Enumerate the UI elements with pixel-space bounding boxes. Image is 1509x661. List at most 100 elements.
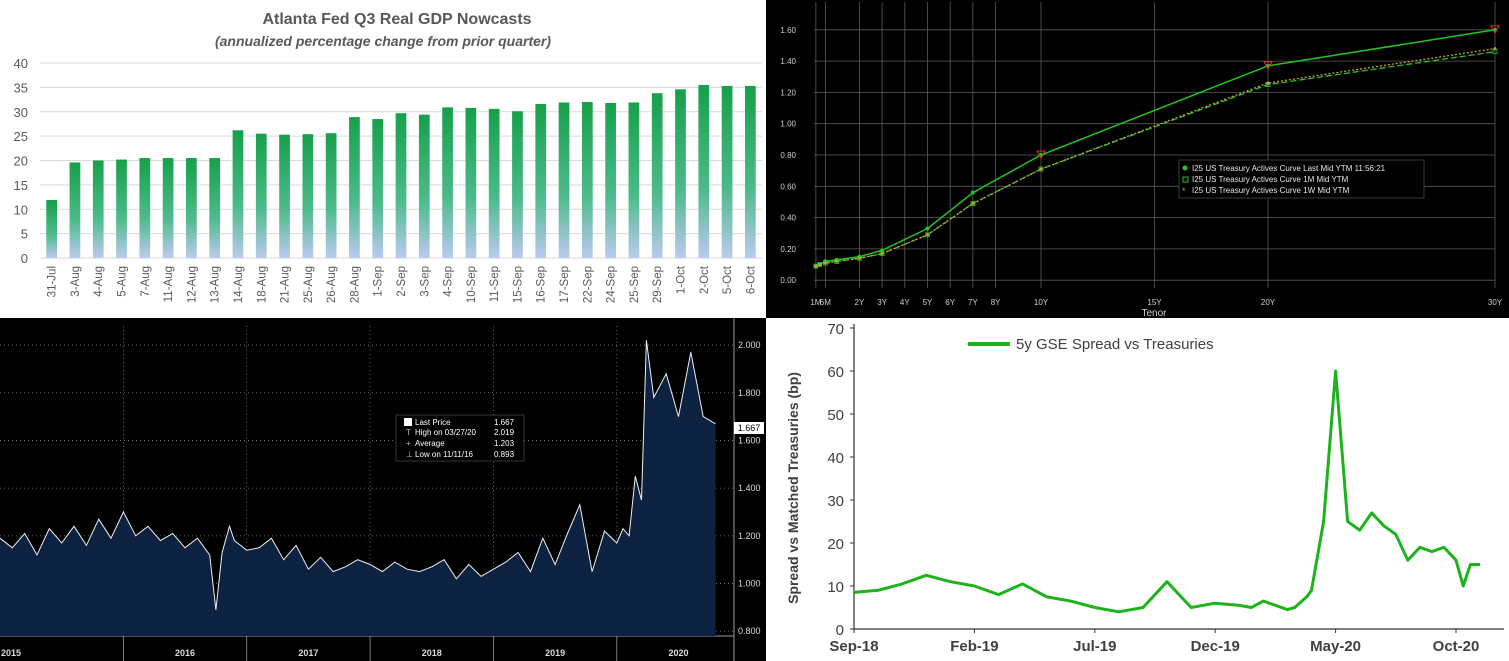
spread-line [853, 369, 1481, 614]
legend-label: Low on 11/11/16 [415, 450, 474, 459]
x-tick-label: 26-Aug [326, 266, 338, 303]
x-tick-label: 2019 [545, 648, 565, 658]
x-axis-title: Tenor [1141, 308, 1167, 318]
price-line [0, 340, 716, 610]
last-marker [1036, 150, 1046, 160]
data-point [1039, 167, 1043, 171]
y-tick-label: 1.000 [738, 579, 761, 589]
x-tick-label: 10-Sep [466, 266, 478, 303]
y-tick-label: 0 [836, 622, 844, 639]
x-axis-ticks: Sep-18 Feb-19 Jul-19 Dec-19 May-20 Oct-20 [829, 629, 1479, 655]
price-area [0, 340, 716, 636]
x-tick-label: 29-Sep [652, 266, 664, 303]
y-tick-label: 0.80 [780, 151, 796, 160]
y-tick-label: 40 [827, 450, 844, 467]
y-tick-label: 1.20 [780, 88, 796, 97]
y-tick-label: 0 [21, 251, 28, 266]
last-marker [1490, 25, 1500, 34]
data-point [835, 259, 839, 263]
x-tick-label: 8Y [991, 298, 1001, 307]
x-tick-label: 15Y [1147, 298, 1162, 307]
curve-lines [813, 25, 1500, 269]
bar [349, 117, 360, 258]
legend-item: I25 US Treasury Actives Curve 1M Mid YTM [1192, 175, 1349, 184]
legend: 5y GSE Spread vs Treasuries [968, 336, 1214, 353]
y-tick-label: 25 [14, 129, 28, 144]
x-tick-label: 6M [820, 298, 831, 307]
x-axis-ticks: 2015 2016 2017 2018 2019 2020 [1, 636, 689, 661]
gse-spread-chart: 0 10 20 30 40 50 60 70 Sep-18 Feb-19 Jul-19 Dec-19… [766, 318, 1509, 661]
bar [698, 84, 710, 258]
legend-label: 5y GSE Spread vs Treasuries [1016, 336, 1214, 353]
svg-text:T: T [406, 428, 411, 437]
series-line [815, 47, 1496, 267]
x-tick-label: 11-Sep [489, 266, 501, 302]
y-tick-label: 35 [14, 80, 28, 95]
y-tick-label: 1.60 [780, 26, 796, 35]
y-tick-label: 60 [827, 364, 844, 381]
legend-value: 0.893 [494, 450, 515, 459]
x-tick-label: Dec-19 [1191, 638, 1240, 655]
bar [279, 134, 290, 258]
y-tick-label: 2.000 [738, 340, 761, 350]
x-tick-label: 15-Sep [512, 266, 524, 303]
gse-spread-svg: 0 10 20 30 40 50 60 70 Sep-18 Feb-19 Jul-19 Dec-19… [785, 321, 1504, 655]
bar [255, 133, 267, 258]
x-tick-label: 31-Jul [47, 266, 59, 297]
legend-label: Average [415, 439, 445, 448]
bar [395, 113, 407, 259]
series-line [815, 29, 1496, 267]
x-tick-label: Feb-19 [950, 638, 998, 655]
x-tick-label: 2-Sep [396, 266, 408, 297]
last-price-tag: 1.667 [734, 422, 764, 434]
x-tick-label: Oct-20 [1433, 638, 1480, 655]
x-tick-label: Jul-19 [1073, 638, 1116, 655]
y-tick-label: 15 [14, 178, 28, 193]
bar [675, 89, 686, 258]
x-tick-label: 6-Oct [745, 265, 757, 294]
y-tick-label: 10 [827, 579, 844, 596]
bar [92, 160, 104, 258]
y-axis-ticks: 0 5 10 15 20 25 30 35 40 [14, 56, 28, 266]
y-tick-label: 0.60 [780, 182, 796, 191]
y-tick-label: 50 [827, 407, 844, 424]
y-tick-label: 1.600 [738, 435, 761, 445]
data-point [925, 226, 930, 231]
bar [535, 103, 547, 258]
legend-label: High on 03/27/20 [415, 428, 476, 437]
y-tick-label: 1.40 [780, 57, 796, 66]
bar [69, 162, 81, 258]
x-tick-label: 2018 [422, 648, 442, 658]
x-tick-label: 30Y [1488, 298, 1503, 307]
x-tick-label: 16-Sep [536, 266, 548, 303]
x-tick-label: 21-Aug [280, 266, 292, 303]
spread-series-line [853, 369, 1481, 614]
x-tick-label: 2017 [298, 648, 318, 658]
x-tick-label: 1-Oct [675, 265, 687, 294]
chart-title: Atlanta Fed Q3 Real GDP Nowcasts [262, 11, 531, 28]
last-marker [1263, 61, 1273, 70]
y-axis-ticks: 0.00 0.20 0.40 0.60 0.80 1.00 1.20 1.40 1.60 [780, 26, 796, 285]
y-axis-ticks: 0 10 20 30 40 50 60 70 [827, 321, 854, 639]
bar [325, 133, 337, 258]
bar [372, 119, 384, 258]
x-tick-label: 25-Aug [303, 266, 315, 303]
price-history-chart: 0.800 1.000 1.200 1.400 1.600 1.800 2.000 2015… [0, 318, 766, 661]
y-tick-label: 1.00 [780, 120, 796, 129]
bar [465, 107, 477, 258]
x-tick-label: 17-Sep [559, 266, 571, 303]
x-tick-label: 1M [810, 298, 821, 307]
bar [418, 114, 430, 258]
legend-label: Last Price [415, 418, 451, 427]
y-tick-label: 1.400 [738, 483, 761, 493]
x-tick-label: 13-Aug [210, 266, 222, 303]
bar [581, 102, 593, 258]
y-tick-label: 10 [14, 202, 28, 217]
data-point [1493, 47, 1497, 51]
bar [558, 102, 570, 258]
price-fill [0, 340, 716, 636]
chart-subtitle: (annualized percentage change from prior… [215, 33, 551, 49]
y-tick-label: 5 [21, 227, 28, 242]
bar [628, 102, 640, 258]
